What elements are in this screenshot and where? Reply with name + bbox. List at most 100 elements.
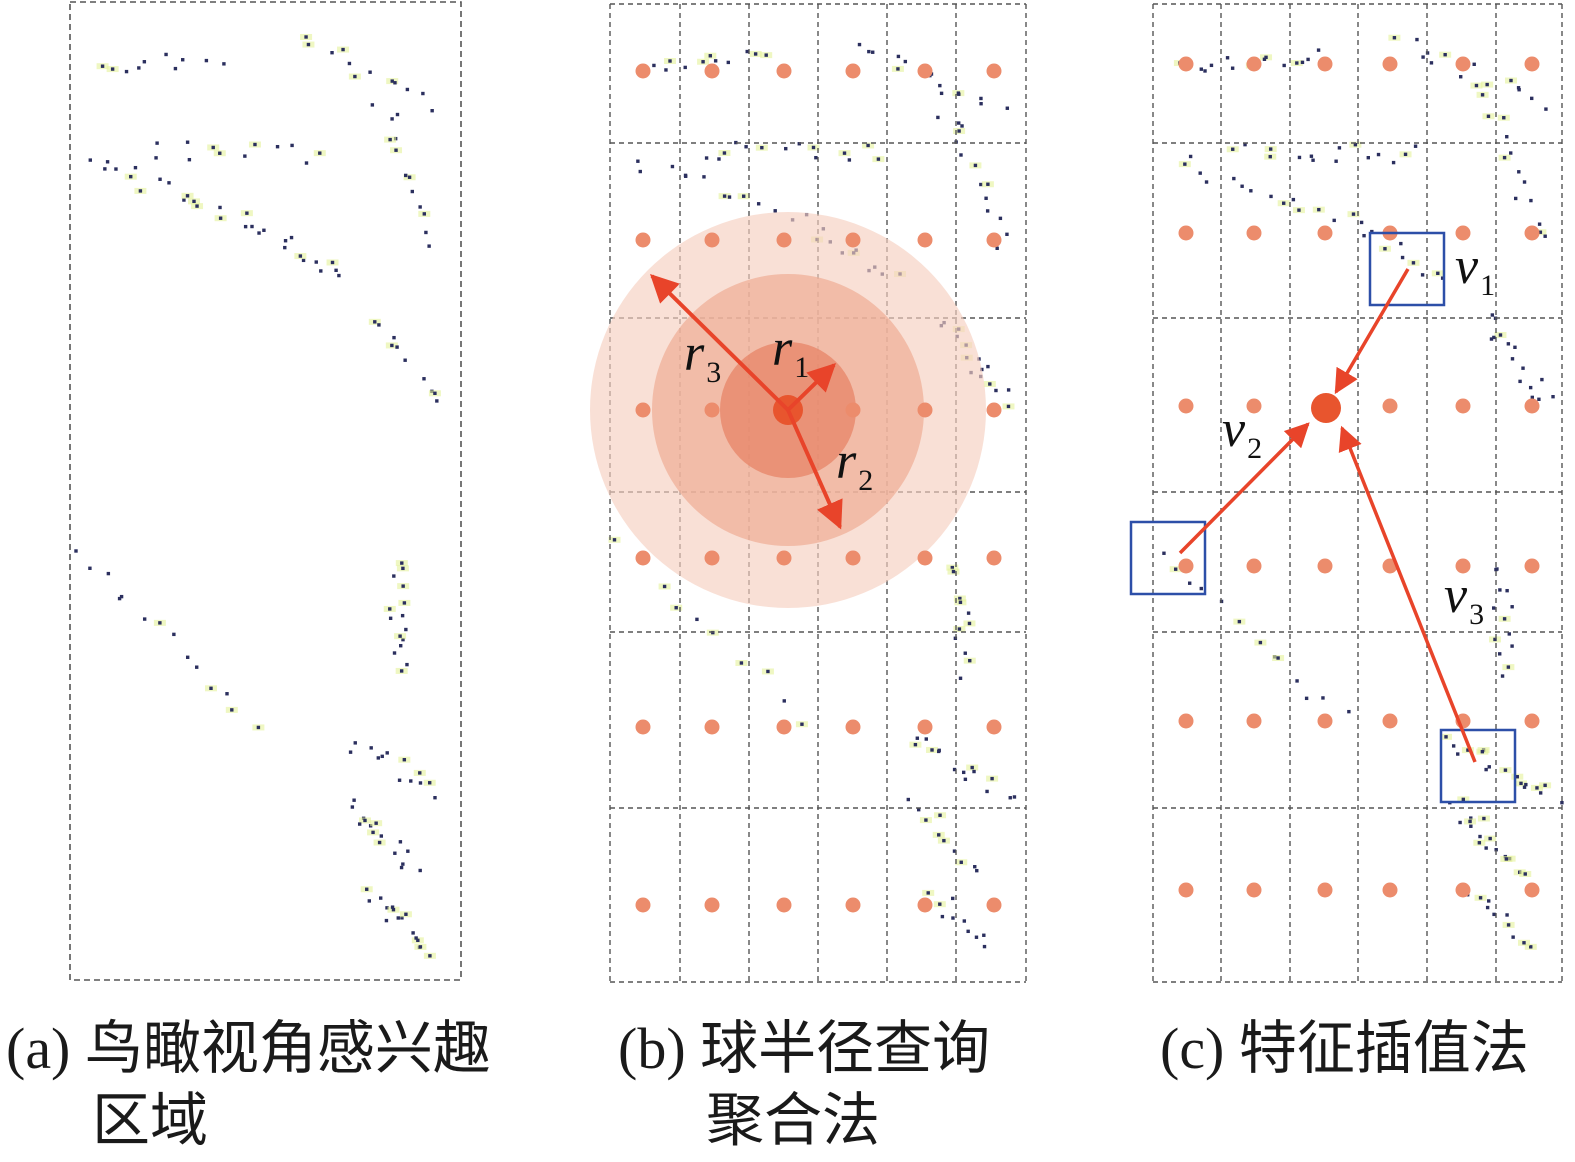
sample-point (776, 719, 792, 735)
sample-points-b (635, 63, 1002, 913)
arrow-v1 (1334, 268, 1410, 395)
sample-point (1178, 558, 1194, 574)
sample-point (845, 232, 861, 248)
lidar-point (1269, 194, 1273, 199)
sample-point (1317, 56, 1333, 72)
lidar-point (1492, 912, 1496, 917)
lidar-point (683, 65, 687, 70)
lidar-point (396, 916, 400, 920)
lidar-point (337, 273, 341, 278)
label-v3: v3 (1444, 567, 1484, 631)
lidar-point (1502, 116, 1506, 120)
arrow-v3 (1338, 425, 1477, 763)
lidar-point (341, 47, 345, 52)
lidar-point (1484, 846, 1488, 850)
lidar-point (230, 708, 234, 712)
sample-point (1246, 398, 1262, 414)
sample-point (986, 897, 1002, 913)
caption-b-line1: (b) 球半径查询 (618, 1016, 990, 1081)
lidar-point (433, 391, 437, 395)
lidar-point (103, 167, 107, 171)
lidar-point (158, 621, 162, 625)
lidar-point (1400, 255, 1405, 260)
lidar-point (363, 818, 367, 823)
lidar-point (218, 151, 222, 155)
roi-border (69, 1, 462, 981)
sample-point (986, 402, 1002, 418)
lidar-point (1429, 61, 1434, 65)
lidar-point (741, 194, 746, 198)
sample-point (845, 63, 861, 79)
lidar-point (424, 230, 428, 235)
lidar-point (1440, 276, 1445, 280)
lidar-point (400, 561, 404, 565)
sample-point (1178, 398, 1194, 414)
lidar-point (401, 584, 405, 588)
sample-point (917, 719, 933, 735)
arrow-r3 (650, 274, 790, 412)
lidar-point (314, 260, 318, 264)
lidar-point (702, 175, 706, 179)
lidar-point (1503, 768, 1508, 772)
lidar-point (1309, 154, 1314, 158)
lidar-point (1494, 567, 1498, 572)
lidar-point (1523, 872, 1527, 876)
lidar-point (1173, 567, 1178, 571)
sample-point (1455, 398, 1471, 414)
lidar-point (701, 60, 705, 64)
lidar-point (1332, 218, 1336, 223)
panel-c: v1 v2 v3 (1129, 3, 1564, 983)
lidar-point (1232, 176, 1236, 181)
lidar-point (1519, 781, 1523, 786)
sample-point (1317, 225, 1333, 241)
lidar-point (986, 364, 990, 369)
sample-point (1317, 713, 1333, 729)
lidar-point (1486, 114, 1491, 118)
neighbor-box-v1 (1368, 231, 1446, 307)
radius-arrows (650, 274, 843, 530)
lidar-point (397, 778, 402, 782)
lidar-point (1498, 588, 1502, 592)
lidar-point (982, 933, 986, 937)
sample-point (1178, 713, 1194, 729)
lidar-point (1517, 88, 1521, 92)
lidar-point (142, 617, 147, 621)
lidar-point (403, 358, 407, 362)
neighbor-box-v3 (1439, 728, 1517, 804)
sample-point (917, 550, 933, 566)
lidar-point (433, 796, 437, 800)
lidar-point (979, 102, 983, 106)
lidar-point (368, 70, 372, 74)
lidar-point (1500, 674, 1505, 678)
lidar-point (1351, 212, 1356, 216)
lidar-point (404, 173, 408, 178)
lidar-point (283, 239, 288, 243)
lidar-point (204, 58, 209, 63)
lidar-point (253, 142, 257, 147)
lidar-point (119, 594, 124, 599)
lidar-point (1304, 696, 1309, 701)
captions: (a) 鸟瞰视角感兴趣 区域 (b) 球半径查询 聚合法 (c) 特征插值法 (6, 1016, 1529, 1153)
lidar-point (74, 549, 78, 553)
lidar-point (422, 212, 426, 216)
lidar-point (182, 198, 186, 202)
panel-b: r1 r2 r3 (590, 3, 1027, 983)
lidar-point (1537, 222, 1542, 226)
lidar-point (876, 157, 881, 161)
lidar-point (304, 161, 309, 165)
lidar-point (1488, 836, 1492, 841)
lidar-point (708, 54, 713, 58)
lidar-point (1537, 397, 1541, 401)
lidar-point (330, 260, 335, 265)
lidar-point (1183, 162, 1187, 166)
lidar-point (1505, 588, 1509, 593)
sample-point (1382, 713, 1398, 729)
lidar-point (963, 777, 968, 782)
lidar-point (385, 906, 389, 910)
lidar-point (937, 749, 941, 754)
lidar-point (301, 258, 306, 263)
lidar-point (405, 662, 409, 667)
lidar-point (1162, 551, 1166, 555)
lidar-point (958, 596, 962, 601)
lidar-point (1538, 791, 1543, 795)
